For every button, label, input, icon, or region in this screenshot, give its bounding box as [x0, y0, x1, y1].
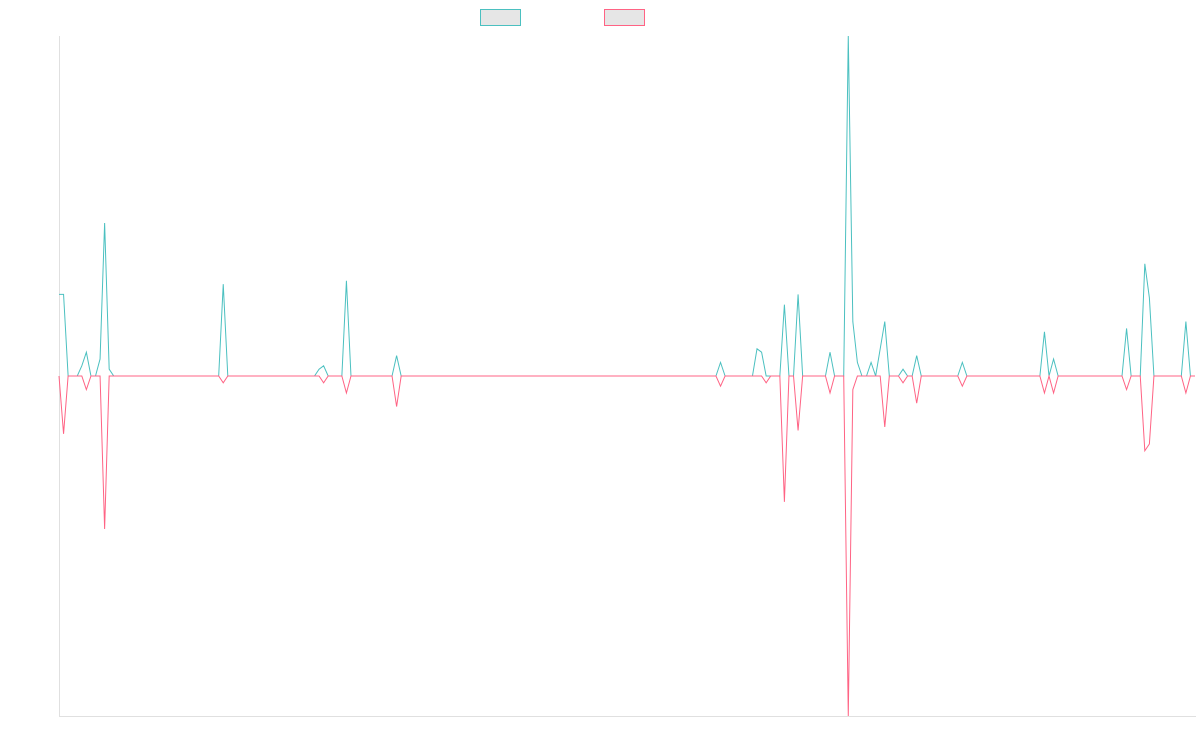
series-line [59, 35, 1195, 377]
legend-swatch [480, 9, 521, 26]
legend-swatch [604, 9, 645, 26]
series-line [58, 374, 1195, 717]
